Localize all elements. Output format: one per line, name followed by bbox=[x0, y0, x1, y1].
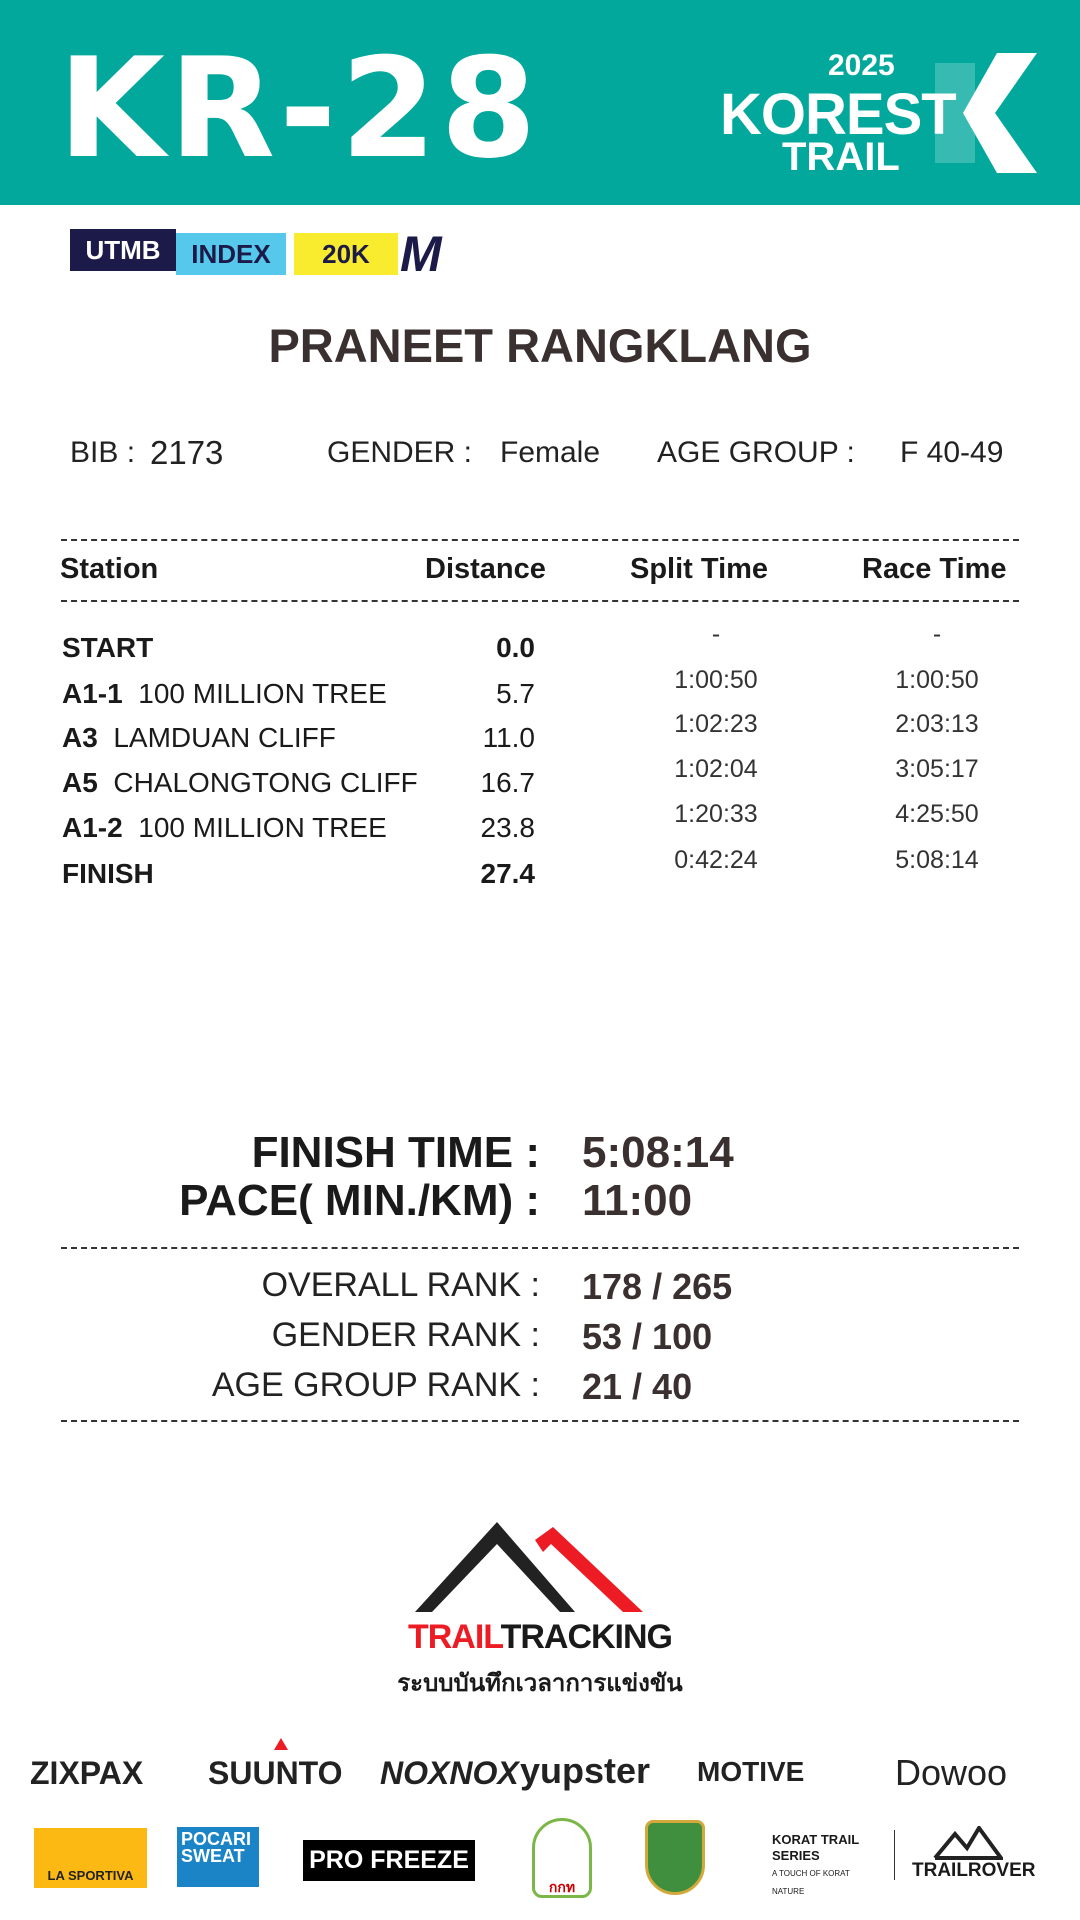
mountain-logo-icon bbox=[415, 1522, 643, 1612]
gender-rank-value: 53 / 100 bbox=[582, 1316, 713, 1357]
gender-label: GENDER : bbox=[327, 436, 473, 469]
station-code: FINISH bbox=[62, 858, 154, 889]
age-group-rank-label: AGE GROUP RANK : bbox=[211, 1366, 540, 1404]
sponsor-pocari-sweat: POCARI SWEAT bbox=[177, 1827, 259, 1887]
korat-name: KORAT TRAIL SERIES bbox=[772, 1832, 859, 1863]
header-race-time: Race Time bbox=[862, 553, 1007, 585]
category-label: 20K bbox=[294, 233, 398, 275]
station-cell: A5 CHALONGTONG CLIFF bbox=[62, 767, 418, 799]
overall-rank-value: 178 / 265 bbox=[582, 1266, 733, 1307]
divider bbox=[61, 1420, 1019, 1422]
wildlife-sanctuary-emblem bbox=[645, 1820, 705, 1895]
distance-cell: 23.8 bbox=[480, 812, 536, 843]
sponsor-noxnox: NOXNOX bbox=[380, 1755, 519, 1791]
sponsor-sat-emblem: กกท bbox=[532, 1818, 592, 1898]
gender-value: Female bbox=[500, 436, 601, 469]
header-station: Station bbox=[60, 553, 159, 585]
split-time-cell: 0:42:24 bbox=[674, 846, 758, 874]
sponsor-yupster: yupster bbox=[520, 1750, 651, 1791]
logo-year: 2025 bbox=[828, 49, 895, 82]
sponsor-dowoo: Dowoo bbox=[895, 1752, 1008, 1793]
divider bbox=[61, 539, 1019, 541]
sponsor-trailrover: TRAILROVER bbox=[912, 1860, 1036, 1881]
race-time-cell: - bbox=[932, 620, 942, 648]
suunto-triangle-icon bbox=[274, 1738, 288, 1750]
logo-sub: TRAIL bbox=[782, 135, 900, 179]
header-banner bbox=[0, 0, 1080, 205]
station-code: START bbox=[62, 632, 154, 663]
split-time-cell: - bbox=[711, 620, 721, 648]
station-cell: START bbox=[62, 632, 161, 664]
race-time-cell: 5:08:14 bbox=[895, 846, 979, 874]
divider bbox=[894, 1830, 895, 1880]
pace-value: 11:00 bbox=[582, 1176, 693, 1225]
race-time-cell: 2:03:13 bbox=[895, 710, 979, 738]
distance-cell: 5.7 bbox=[496, 678, 535, 709]
race-time-cell: 4:25:50 bbox=[895, 800, 979, 828]
station-code: A5 bbox=[62, 767, 98, 798]
x-mark-icon bbox=[935, 53, 1037, 173]
split-time-cell: 1:00:50 bbox=[674, 666, 758, 694]
split-time-cell: 1:02:04 bbox=[674, 755, 758, 783]
sponsor-motive: MOTIVE bbox=[697, 1756, 805, 1787]
divider bbox=[61, 600, 1019, 602]
station-name: 100 MILLION TREE bbox=[138, 678, 387, 709]
utmb-label: UTMB bbox=[70, 229, 176, 271]
brand-black: TRACKING bbox=[500, 1618, 673, 1656]
station-name: 100 MILLION TREE bbox=[138, 812, 387, 843]
header-distance: Distance bbox=[425, 553, 546, 585]
index-label: INDEX bbox=[176, 233, 286, 275]
station-code: A1-1 bbox=[62, 678, 123, 709]
korat-tagline: A TOUCH OF KORAT NATURE bbox=[772, 1869, 850, 1896]
distance-cell: 11.0 bbox=[482, 722, 535, 753]
distance-cell: 0.0 bbox=[496, 632, 535, 663]
split-time-cell: 1:20:33 bbox=[674, 800, 758, 828]
race-time-cell: 3:05:17 bbox=[895, 755, 979, 783]
sponsor-suunto: SUUNTO bbox=[208, 1755, 343, 1791]
station-cell: A3 LAMDUAN CLIFF bbox=[62, 722, 336, 754]
station-name: LAMDUAN CLIFF bbox=[113, 722, 336, 753]
station-code: A3 bbox=[62, 722, 98, 753]
sponsor-korat-trail-series: KORAT TRAIL SERIES A TOUCH OF KORAT NATUR… bbox=[772, 1832, 877, 1900]
runner-name: PRANEET RANGKLANG bbox=[268, 319, 812, 372]
divider bbox=[61, 1247, 1019, 1249]
utmb-index-badge: UTMB INDEX 20K M bbox=[70, 226, 442, 282]
station-cell: A1-2 100 MILLION TREE bbox=[62, 812, 387, 844]
distance-cell: 16.7 bbox=[480, 767, 536, 798]
header-split-time: Split Time bbox=[630, 553, 769, 585]
bib-label: BIB : bbox=[70, 436, 136, 469]
age-group-rank-value: 21 / 40 bbox=[582, 1366, 693, 1407]
logo-name: KOREST bbox=[720, 82, 957, 147]
trailrover-mountain-icon bbox=[933, 1826, 1003, 1860]
race-time-cell: 1:00:50 bbox=[895, 666, 979, 694]
age-group-label: AGE GROUP : bbox=[657, 436, 855, 469]
station-name: CHALONGTONG CLIFF bbox=[113, 767, 418, 798]
gender-rank-label: GENDER RANK : bbox=[271, 1316, 540, 1354]
station-cell: A1-1 100 MILLION TREE bbox=[62, 678, 387, 710]
brand-red: TRAIL bbox=[407, 1618, 502, 1656]
split-time-cell: 1:02:23 bbox=[674, 710, 758, 738]
station-cell: FINISH bbox=[62, 858, 162, 890]
sponsor-zixpax: ZIXPAX bbox=[30, 1755, 144, 1791]
korest-trail-logo: 2025 KOREST TRAIL bbox=[720, 45, 1050, 179]
category-letter: M bbox=[400, 226, 442, 282]
age-group-value: F 40-49 bbox=[900, 436, 1004, 469]
overall-rank-label: OVERALL RANK : bbox=[261, 1266, 540, 1304]
trailtracking-logo: TRAILTRACKING ระบบบันทึกเวลาการแข่งขัน bbox=[0, 1520, 1080, 1702]
tagline: ระบบบันทึกเวลาการแข่งขัน bbox=[397, 1670, 683, 1697]
station-code: A1-2 bbox=[62, 812, 123, 843]
finish-time-value: 5:08:14 bbox=[582, 1128, 734, 1177]
finish-time-label: FINISH TIME : bbox=[251, 1128, 540, 1177]
sponsor-pro-freeze: PRO FREEZE bbox=[303, 1840, 475, 1881]
race-code: KR-28 bbox=[58, 28, 541, 189]
bib-number: 2173 bbox=[150, 434, 224, 471]
distance-cell: 27.4 bbox=[480, 858, 536, 889]
pace-label: PACE( MIN./KM) : bbox=[179, 1176, 540, 1225]
sponsor-la-sportiva: LA SPORTIVA bbox=[34, 1828, 147, 1888]
